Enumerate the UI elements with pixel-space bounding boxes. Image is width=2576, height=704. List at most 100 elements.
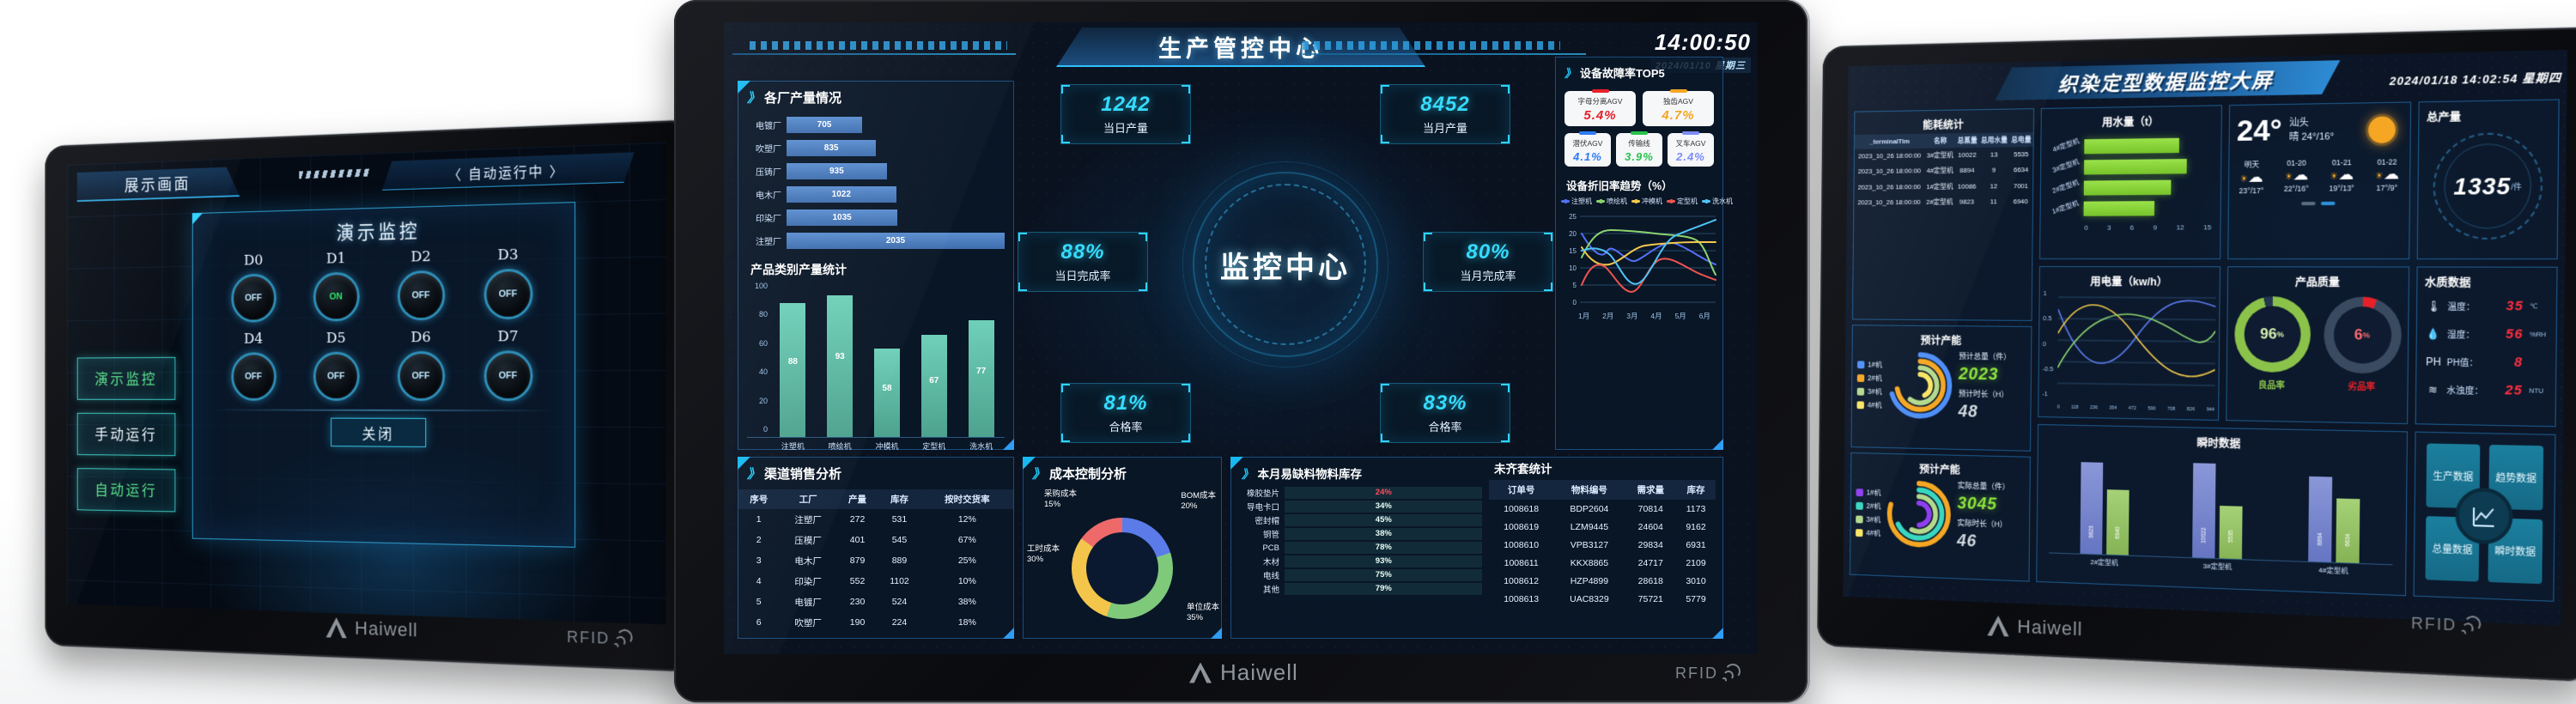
- round-switch-button[interactable]: OFF: [397, 350, 445, 402]
- legend-item[interactable]: 注塑机: [1561, 197, 1592, 206]
- category-bar-chart: 100 80 60 40 20 0 88 93: [747, 282, 1005, 438]
- x-tick: 5月: [1674, 312, 1686, 320]
- haiwell-logo: Haiwell: [1189, 659, 1298, 686]
- table-row: 2 压模厂 401 545 67%: [756, 535, 976, 546]
- column-header: 库存: [878, 489, 921, 509]
- corner-accent: [1023, 457, 1036, 470]
- material-label: 导电卡口: [1246, 503, 1279, 513]
- metric-value: 2023: [1958, 364, 1999, 385]
- stat-label: 当月产量: [1422, 122, 1467, 135]
- energy-title: 能耗统计: [1923, 118, 1964, 131]
- material-label: PCB: [1262, 543, 1279, 553]
- round-switch-button[interactable]: ON: [313, 271, 360, 322]
- depreciation-line-chart: 25 20 15 10 5 0: [1569, 213, 1716, 306]
- metric-label: 预计时长（H）: [1958, 389, 2008, 399]
- side-mode-button[interactable]: 演示监控: [76, 356, 176, 400]
- actual-capacity-panel: 预计产能 1#机 2#机: [1850, 452, 2031, 582]
- legend-swatch: [1856, 360, 1865, 368]
- close-button[interactable]: 关闭: [331, 417, 427, 447]
- bar-track: 93%: [1285, 555, 1482, 567]
- corner-accent: [191, 212, 204, 225]
- electricity-panel: 用电量（kw/h） 1 0.5 0 -0.5 -1: [2038, 265, 2221, 421]
- table-row: 1008610 VPB3127 29834 6931: [1504, 539, 1706, 550]
- column-header: 物料编号: [1553, 480, 1625, 500]
- bar-fill: [2083, 201, 2155, 216]
- round-switch-button[interactable]: OFF: [483, 350, 533, 402]
- header-dashes-right: [1303, 41, 1560, 50]
- shortage-bar-row: 铜管 38%: [1235, 528, 1482, 540]
- round-switch-button[interactable]: OFF: [483, 268, 533, 320]
- legend-item[interactable]: 喷绘机: [1596, 197, 1627, 206]
- bar-percent: 45%: [1375, 515, 1392, 525]
- legend-swatch: [1702, 198, 1710, 203]
- cloud-sun-icon: ☀☁: [2374, 165, 2400, 183]
- legend-item[interactable]: 定型机: [1667, 197, 1698, 206]
- side-button-stack: 演示监控 手动运行 自动运行: [76, 356, 176, 513]
- side-mode-button[interactable]: 自动运行: [76, 468, 176, 513]
- bar-fill: [1285, 583, 1441, 595]
- legend-item[interactable]: 冲模机: [1631, 197, 1662, 206]
- x-tick: 354: [2109, 405, 2117, 411]
- switch-state: OFF: [327, 371, 345, 382]
- forecast-item: 01-20 ☀☁ 22°/16°: [2284, 158, 2309, 194]
- water-quality-row: 💧 湿度： 56 %RH: [2417, 319, 2556, 349]
- switch-state: OFF: [245, 371, 263, 382]
- legend-swatch: [1561, 198, 1570, 203]
- switch-label: D3: [497, 246, 519, 264]
- y-tick: 80: [758, 310, 768, 319]
- svg-text:15: 15: [1569, 247, 1577, 255]
- factory-label: 吹塑厂: [756, 145, 781, 155]
- legend-swatch: [1856, 400, 1864, 409]
- slice-callout: 工时成本 30%: [1027, 544, 1060, 564]
- metric-label: 实际总量（件）: [1957, 481, 2010, 492]
- corner-accent: [738, 81, 750, 94]
- bar-track: [2083, 179, 2212, 196]
- current-temp: 24°: [2236, 113, 2282, 149]
- shortage-bar-row: 其他 79%: [1235, 583, 1482, 595]
- right-monitor-device: 织染定型数据监控大屏 2024/01/18 14:02:54 星期四 能耗统计 …: [1817, 27, 2576, 683]
- depreciation-x-axis: 1月 2月 3月 4月 5月 6月: [1556, 311, 1722, 321]
- rfid-logo: RFID: [2411, 614, 2482, 635]
- electricity-line-chart: [2057, 292, 2216, 394]
- y-tick: 40: [758, 367, 768, 377]
- switch-cell: D4 OFF: [213, 331, 295, 408]
- tab-display-screen[interactable]: 展示画面: [77, 167, 240, 202]
- monitor-center-circle[interactable]: 监控中心: [1182, 161, 1388, 367]
- metric-value: 56: [2506, 326, 2524, 343]
- legend-item: 4#机: [1856, 399, 1882, 410]
- switch-label: D1: [325, 250, 346, 268]
- bar-value: 58: [882, 384, 892, 394]
- stat-value: 8452: [1420, 93, 1470, 116]
- legend-swatch: [1856, 528, 1863, 537]
- column-header: 按时交货率: [920, 489, 1013, 509]
- round-switch-button[interactable]: OFF: [230, 352, 276, 401]
- switch-label: D6: [410, 329, 431, 347]
- material-label: 其他: [1262, 586, 1279, 595]
- weather-pagination[interactable]: [2229, 194, 2409, 206]
- bar-percent: 34%: [1375, 501, 1392, 511]
- auto-run-status[interactable]: 〈 自动运行中 〉: [382, 152, 635, 190]
- haiwell-logo: Haiwell: [326, 616, 418, 642]
- water-quality-title: 水质数据: [2424, 276, 2471, 289]
- bar-fill: [1285, 542, 1438, 554]
- y-tick: 0: [762, 424, 768, 434]
- header-dashes-left: [750, 41, 1007, 50]
- round-switch-button[interactable]: OFF: [397, 270, 445, 321]
- material-label: 木材: [1262, 558, 1279, 567]
- corner-accent: [1712, 439, 1723, 450]
- switch-state: OFF: [411, 290, 430, 301]
- round-switch-button[interactable]: OFF: [230, 273, 276, 323]
- fault-device-name: 传输线: [1628, 139, 1650, 148]
- x-tick: 6月: [1698, 312, 1710, 320]
- slice-callout: BOM成本 20%: [1181, 491, 1216, 511]
- slice-callout: 单位成本 35%: [1186, 603, 1219, 623]
- bar-percent: 78%: [1375, 543, 1392, 552]
- round-switch-button[interactable]: OFF: [313, 351, 360, 401]
- legend-item[interactable]: 洗水机: [1702, 197, 1733, 206]
- fault-card: 叉车AGV 2.4%: [1668, 133, 1714, 167]
- side-mode-button[interactable]: 手动运行: [76, 412, 176, 457]
- channel-sales-table: 序号 工厂 产量 库存 按时交货率 1 注塑厂 272 531 12% 2 压模厂 401 545…: [738, 489, 1013, 633]
- material-label: 密封帽: [1255, 517, 1279, 526]
- machine-label: 2#定型机: [2050, 178, 2081, 196]
- legend-item: 1#机: [1856, 359, 1882, 369]
